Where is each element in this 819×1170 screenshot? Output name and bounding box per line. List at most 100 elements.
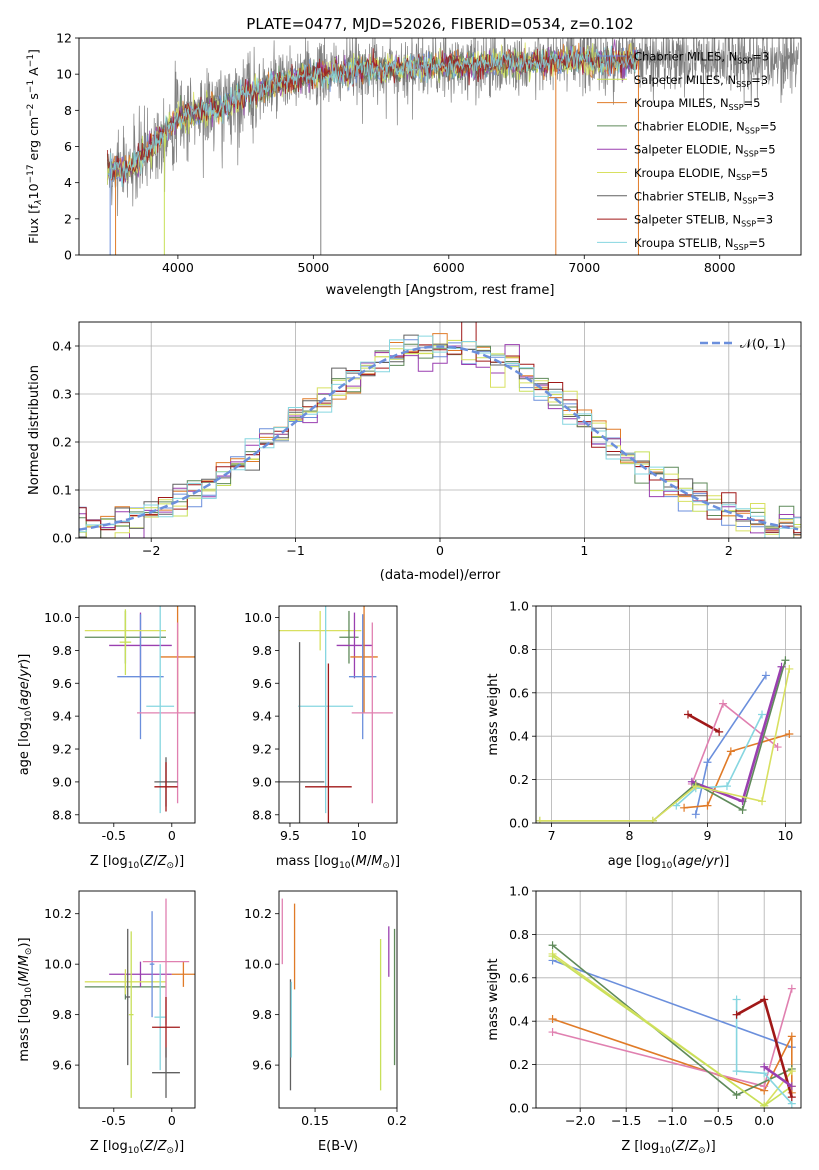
label-part: Z	[143, 854, 154, 869]
y-tick-label: 9.2	[252, 742, 272, 757]
y-tick-label: 9.6	[52, 1058, 72, 1073]
legend-val: =5	[744, 96, 761, 110]
point-marker	[781, 656, 790, 665]
y-tick-label: 0.8	[509, 927, 529, 942]
label-part: 10	[24, 710, 34, 722]
legend-sub: SSP	[729, 103, 744, 112]
x-tick-label: -0.5	[102, 828, 126, 843]
series-line-salpeter-stelib	[687, 713, 720, 734]
y-axis-label: mass weight	[486, 673, 501, 755]
model-line-chabrier-stelib	[106, 45, 639, 184]
y-tick-label: 8.8	[52, 807, 72, 822]
y-tick-label: 0.4	[52, 339, 72, 354]
label-part: 10	[659, 1146, 671, 1156]
label-part: M	[17, 971, 32, 982]
point-marker	[548, 952, 557, 961]
legend-sub: SSP	[736, 80, 751, 89]
legend-sub: SSP	[741, 220, 756, 229]
label-part: −17	[26, 164, 36, 183]
y-tick-label: 0.2	[509, 772, 529, 787]
axes-frame	[78, 605, 196, 824]
label-part: )]	[719, 854, 729, 869]
x-tick-label: −2.0	[565, 1113, 595, 1128]
model-line-kroupa-stelib	[107, 45, 639, 188]
x-tick-label: 7000	[568, 260, 600, 275]
label-part: Z	[157, 1139, 168, 1154]
plot-area-residuals	[79, 322, 801, 538]
label-part: )]	[174, 1139, 184, 1154]
legend-val: =5	[759, 143, 776, 157]
point-marker	[715, 727, 724, 736]
point-marker	[672, 801, 681, 810]
y-tick-label: 0.0	[52, 531, 72, 546]
label-part: ⊙	[24, 948, 34, 956]
y-tick-label: 9.8	[52, 643, 72, 658]
y-tick-label: 0.0	[509, 1101, 529, 1116]
x-tick-label: 0	[168, 828, 176, 843]
y-tick-label: 2	[64, 211, 72, 226]
x-tick-label: 2	[725, 543, 733, 558]
x-tick-label: 0	[436, 543, 444, 558]
legend-entry: Chabrier ELODIE, NSSP=5	[634, 119, 777, 135]
x-tick-label: 9	[703, 828, 711, 843]
point-marker	[548, 1015, 557, 1024]
x-tick-label: −2	[142, 543, 160, 558]
legend-sub: SSP	[737, 57, 752, 66]
point-marker	[761, 671, 770, 680]
point-marker	[732, 1067, 741, 1076]
label-part: )]	[17, 654, 32, 664]
label-part: age [log	[608, 854, 661, 869]
x-axis-label: mass [log10(M/M⊙)]	[276, 854, 400, 871]
x-tick-label: 6000	[433, 260, 465, 275]
plot-area-ebv	[281, 898, 396, 1091]
legend-val: =3	[757, 189, 774, 203]
y-tick-label: 9.6	[252, 1058, 272, 1073]
label-part: (	[17, 982, 32, 987]
point-marker	[732, 995, 741, 1004]
legend-entry: Salpeter MILES, NSSP=3	[634, 73, 768, 89]
point-marker	[722, 782, 731, 791]
y-tick-label: 9.6	[252, 676, 272, 691]
point-marker	[760, 1101, 769, 1108]
label-part: (	[351, 854, 356, 869]
y-tick-label: 10.0	[244, 957, 272, 972]
legend-entry: Salpeter STELIB, NSSP=3	[634, 213, 773, 229]
label-part: (	[139, 854, 144, 869]
legend-sub: SSP	[734, 243, 749, 252]
point-marker	[758, 710, 767, 719]
label-part: ⊙	[166, 861, 174, 871]
y-tick-label: 0	[64, 248, 72, 263]
legend-entry: Salpeter ELODIE, NSSP=5	[634, 143, 776, 159]
y-tick-label: 12	[56, 31, 72, 46]
x-tick-label: 9.5	[280, 828, 300, 843]
x-axis-label: age [log10(age/yr)]	[608, 854, 730, 871]
label-part: 10	[339, 861, 351, 871]
legend-val: =3	[756, 213, 773, 227]
axes-residuals: −2 −1 0 1 2 0.0 0.1 0.2 0.3 0.4 𝒩(0, 1) (data-model…	[27, 321, 802, 583]
label-part: age	[17, 681, 32, 705]
series-line-kroupa-stelib	[675, 714, 763, 807]
y-tick-label: 10.0	[44, 957, 72, 972]
plot-area-age-vs-mass	[279, 606, 393, 823]
x-axis-label: wavelength [Angstrom, rest frame]	[326, 283, 555, 298]
y-tick-label: 0.2	[52, 435, 72, 450]
x-tick-label: −1.5	[611, 1113, 641, 1128]
y-tick-label: 1.0	[509, 599, 529, 614]
point-marker	[726, 747, 735, 756]
point-marker	[548, 1028, 557, 1037]
label-part: )]	[174, 854, 184, 869]
point-marker	[680, 803, 689, 812]
legend-sub: SSP	[742, 196, 757, 205]
point-marker	[648, 816, 657, 823]
label-part: M	[371, 854, 382, 869]
y-tick-label: 9.8	[252, 1007, 272, 1022]
legend-val: =3	[752, 50, 769, 64]
y-tick-label: 9.8	[52, 1007, 72, 1022]
label-part: Flux [f	[26, 204, 41, 244]
x-tick-label: 10	[351, 828, 367, 843]
point-marker	[785, 664, 794, 673]
point-marker	[787, 1032, 796, 1041]
point-marker	[703, 801, 712, 810]
